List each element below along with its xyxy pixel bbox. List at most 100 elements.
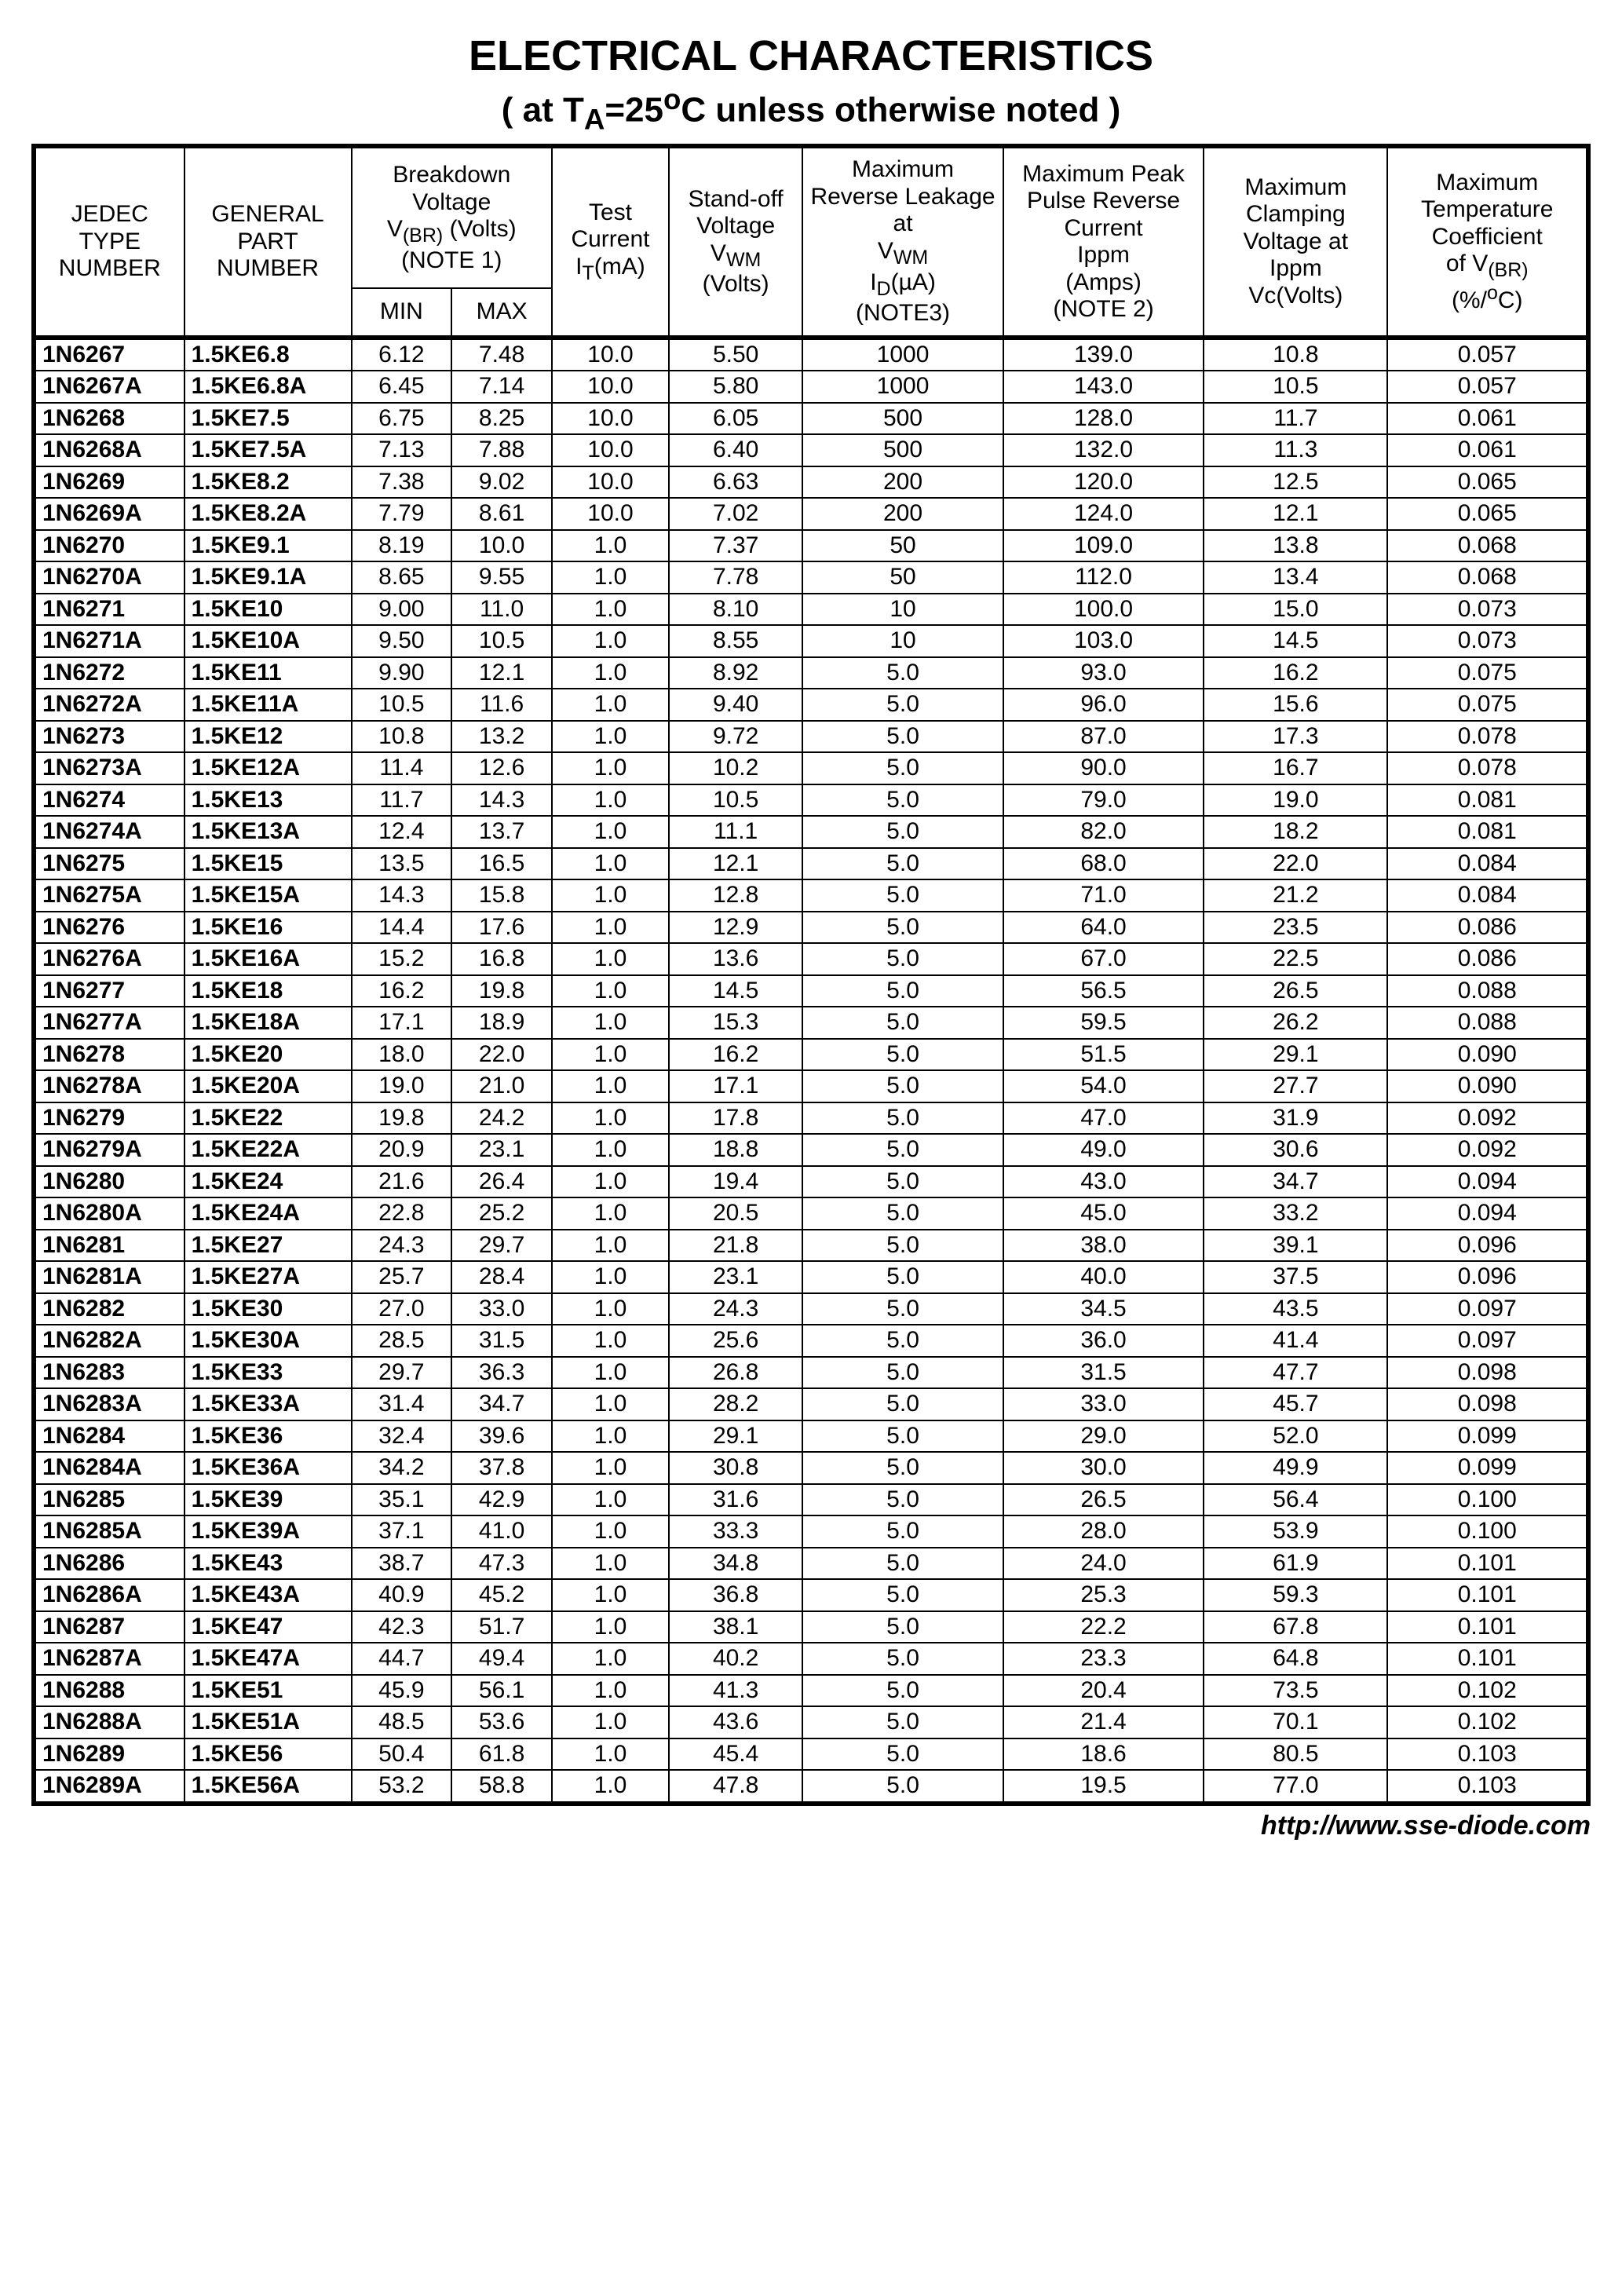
header-text: Breakdown Voltage [393,162,510,215]
table-cell: 45.7 [1204,1388,1387,1420]
table-cell: 10.0 [552,466,669,499]
table-cell: 5.0 [802,784,1003,817]
table-cell: 54.0 [1003,1070,1204,1102]
table-cell: 1.5KE33 [184,1357,352,1389]
table-cell: 10.8 [1204,338,1387,371]
table-cell: 10.5 [352,689,452,721]
table-cell: 37.5 [1204,1261,1387,1293]
table-cell: 37.8 [451,1452,552,1484]
table-cell: 1.5KE30A [184,1325,352,1357]
table-cell: 1.5KE16 [184,912,352,944]
page-title: ELECTRICAL CHARACTERISTICS [31,31,1591,80]
table-cell: 1.5KE47 [184,1611,352,1643]
table-cell: 11.7 [1204,403,1387,435]
table-cell: 49.9 [1204,1452,1387,1484]
table-cell: 64.0 [1003,912,1204,944]
table-cell: 13.5 [352,848,452,880]
table-cell: 1.0 [552,1611,669,1643]
header-sub: WM [726,249,761,271]
table-cell: 0.088 [1387,975,1588,1007]
table-cell: 1.5KE10A [184,625,352,657]
table-cell: 13.8 [1204,530,1387,562]
table-cell: 53.9 [1204,1515,1387,1548]
table-cell: 0.078 [1387,721,1588,753]
table-cell: 15.2 [352,943,452,975]
table-cell: 24.3 [669,1293,802,1325]
table-cell: 0.100 [1387,1484,1588,1516]
table-cell: 38.1 [669,1611,802,1643]
table-cell: 18.6 [1003,1738,1204,1771]
table-cell: 41.0 [451,1515,552,1548]
table-cell: 25.6 [669,1325,802,1357]
table-cell: 5.0 [802,752,1003,784]
table-row: 1N6287A1.5KE47A44.749.41.040.25.023.364.… [34,1643,1588,1675]
table-cell: 1N6270 [34,530,184,562]
table-cell: 132.0 [1003,434,1204,466]
table-cell: 33.2 [1204,1197,1387,1230]
table-cell: 1.0 [552,1166,669,1198]
table-cell: 8.19 [352,530,452,562]
table-cell: 28.4 [451,1261,552,1293]
table-row: 1N6275A1.5KE15A14.315.81.012.85.071.021.… [34,879,1588,912]
table-cell: 5.0 [802,1770,1003,1804]
table-cell: 1.0 [552,1675,669,1707]
table-cell: 10.8 [352,721,452,753]
table-cell: 14.3 [451,784,552,817]
header-note: (NOTE 2) [1053,296,1153,322]
table-cell: 8.65 [352,561,452,594]
table-cell: 5.50 [669,338,802,371]
table-cell: 13.7 [451,816,552,848]
table-cell: 39.6 [451,1420,552,1453]
table-row: 1N62741.5KE1311.714.31.010.55.079.019.00… [34,784,1588,817]
table-cell: 24.0 [1003,1548,1204,1580]
table-cell: 200 [802,466,1003,499]
table-row: 1N6268A1.5KE7.5A7.137.8810.06.40500132.0… [34,434,1588,466]
table-cell: 1.5KE13 [184,784,352,817]
table-cell: 25.3 [1003,1579,1204,1611]
table-row: 1N6284A1.5KE36A34.237.81.030.85.030.049.… [34,1452,1588,1484]
table-cell: 30.6 [1204,1134,1387,1166]
table-cell: 30.8 [669,1452,802,1484]
table-cell: 103.0 [1003,625,1204,657]
table-cell: 0.061 [1387,434,1588,466]
table-cell: 1.5KE51 [184,1675,352,1707]
table-cell: 0.096 [1387,1230,1588,1262]
table-cell: 1.0 [552,530,669,562]
table-cell: 1.0 [552,594,669,626]
header-text: Ippm [1269,255,1322,281]
table-row: 1N6269A1.5KE8.2A7.798.6110.07.02200124.0… [34,498,1588,530]
table-cell: 1.5KE18 [184,975,352,1007]
table-cell: 5.0 [802,1484,1003,1516]
table-cell: 1.0 [552,1070,669,1102]
table-cell: 17.6 [451,912,552,944]
header-text: Vc(Volts) [1248,283,1343,309]
table-row: 1N62681.5KE7.56.758.2510.06.05500128.011… [34,403,1588,435]
table-cell: 1.0 [552,1102,669,1135]
table-cell: 50 [802,530,1003,562]
table-cell: 1.5KE47A [184,1643,352,1675]
table-cell: 1.0 [552,689,669,721]
table-cell: 1N6289A [34,1770,184,1804]
table-cell: 1.5KE22A [184,1134,352,1166]
table-cell: 1N6267 [34,338,184,371]
table-cell: 1.0 [552,1357,669,1389]
table-cell: 1.0 [552,1293,669,1325]
table-cell: 79.0 [1003,784,1204,817]
table-cell: 80.5 [1204,1738,1387,1771]
table-cell: 67.8 [1204,1611,1387,1643]
table-cell: 24.2 [451,1102,552,1135]
table-cell: 35.1 [352,1484,452,1516]
table-cell: 82.0 [1003,816,1204,848]
table-cell: 5.0 [802,848,1003,880]
header-text: Maximum Temperature Coefficient [1421,170,1553,250]
table-cell: 51.7 [451,1611,552,1643]
table-cell: 100.0 [1003,594,1204,626]
table-cell: 128.0 [1003,403,1204,435]
table-cell: 1.5KE22 [184,1102,352,1135]
table-cell: 5.0 [802,1388,1003,1420]
table-row: 1N6270A1.5KE9.1A8.659.551.07.7850112.013… [34,561,1588,594]
table-cell: 96.0 [1003,689,1204,721]
table-cell: 5.0 [802,1515,1003,1548]
table-row: 1N62801.5KE2421.626.41.019.45.043.034.70… [34,1166,1588,1198]
table-cell: 1.0 [552,943,669,975]
